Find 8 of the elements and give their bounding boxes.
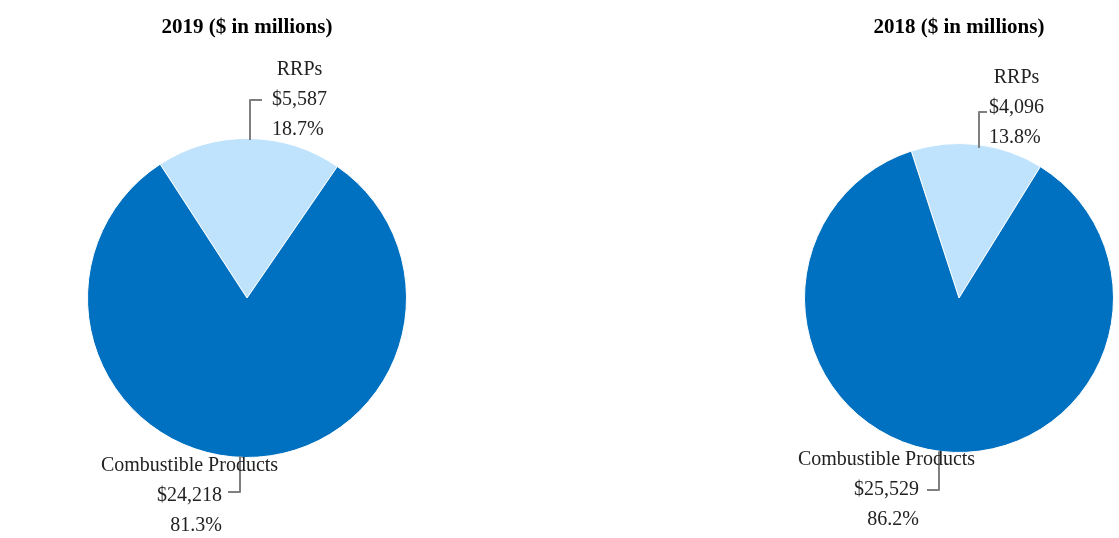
data-label: $4,096 13.8% <box>989 95 1044 148</box>
slice-label: RRPs <box>276 57 323 80</box>
data-label: $24,218 81.3% <box>157 483 222 536</box>
slice-label: RRPs <box>993 65 1040 88</box>
data-label: $5,587 18.7% <box>272 87 327 140</box>
chart-title: 2018 ($ in millions) <box>873 14 1045 39</box>
chart-title: 2019 ($ in millions) <box>161 14 333 39</box>
data-label: $25,529 86.2% <box>854 477 919 530</box>
